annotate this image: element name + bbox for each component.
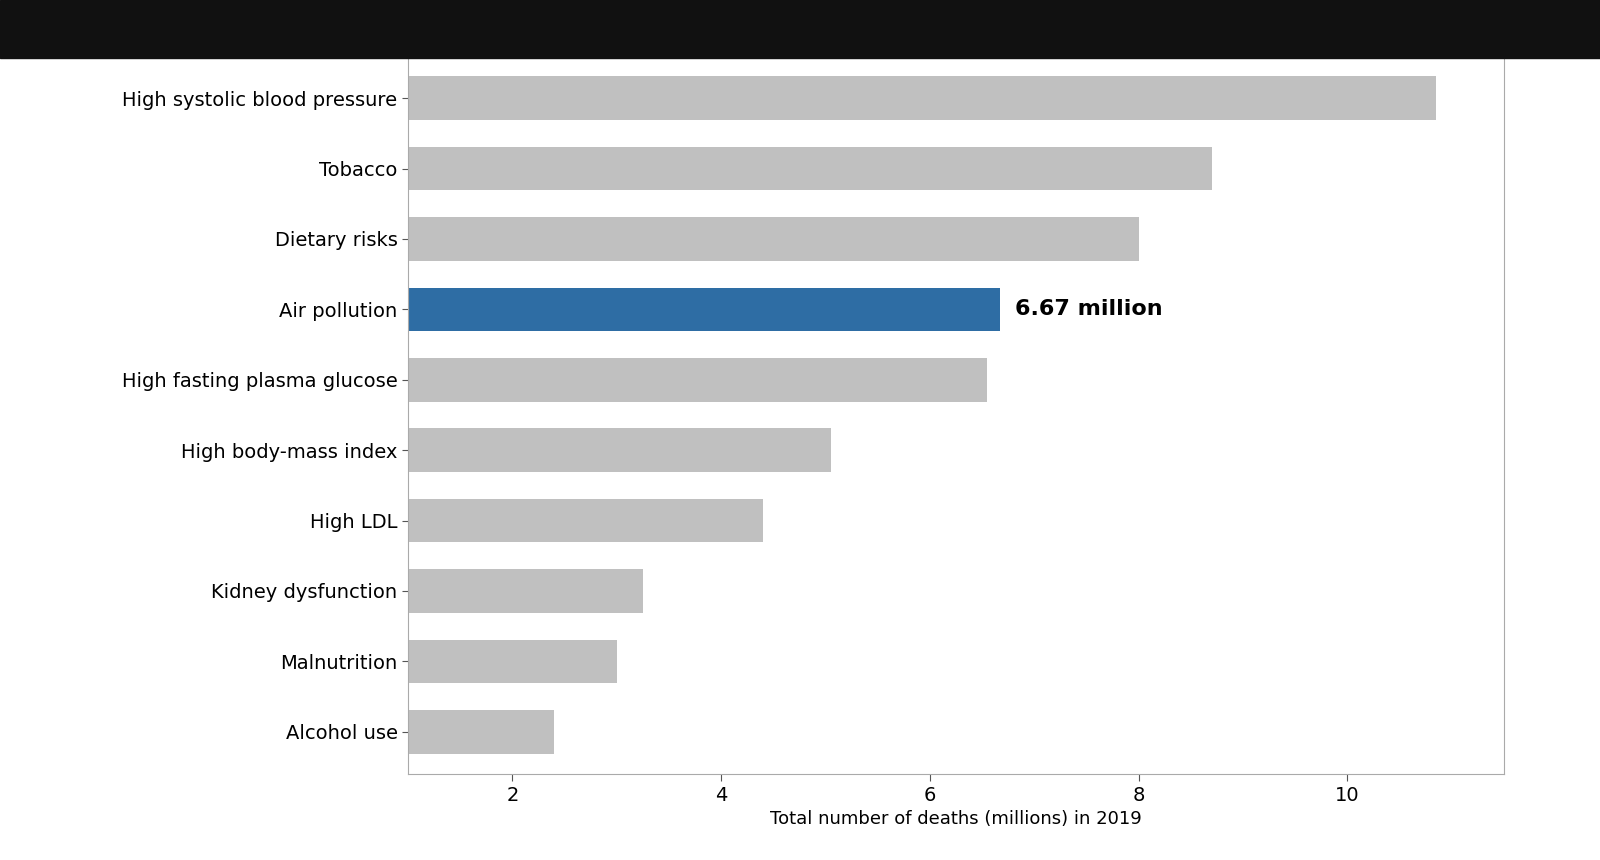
Bar: [304, 499, 763, 543]
Bar: [304, 358, 987, 402]
Bar: [304, 640, 616, 683]
Bar: [304, 569, 643, 613]
Bar: [304, 428, 830, 472]
X-axis label: Total number of deaths (millions) in 2019: Total number of deaths (millions) in 201…: [770, 810, 1142, 828]
Bar: [304, 710, 554, 753]
Bar: [304, 287, 1000, 331]
Text: 6.67 million: 6.67 million: [1016, 299, 1163, 319]
Bar: [304, 217, 1139, 261]
Bar: [304, 77, 1437, 120]
Bar: [304, 147, 1211, 190]
